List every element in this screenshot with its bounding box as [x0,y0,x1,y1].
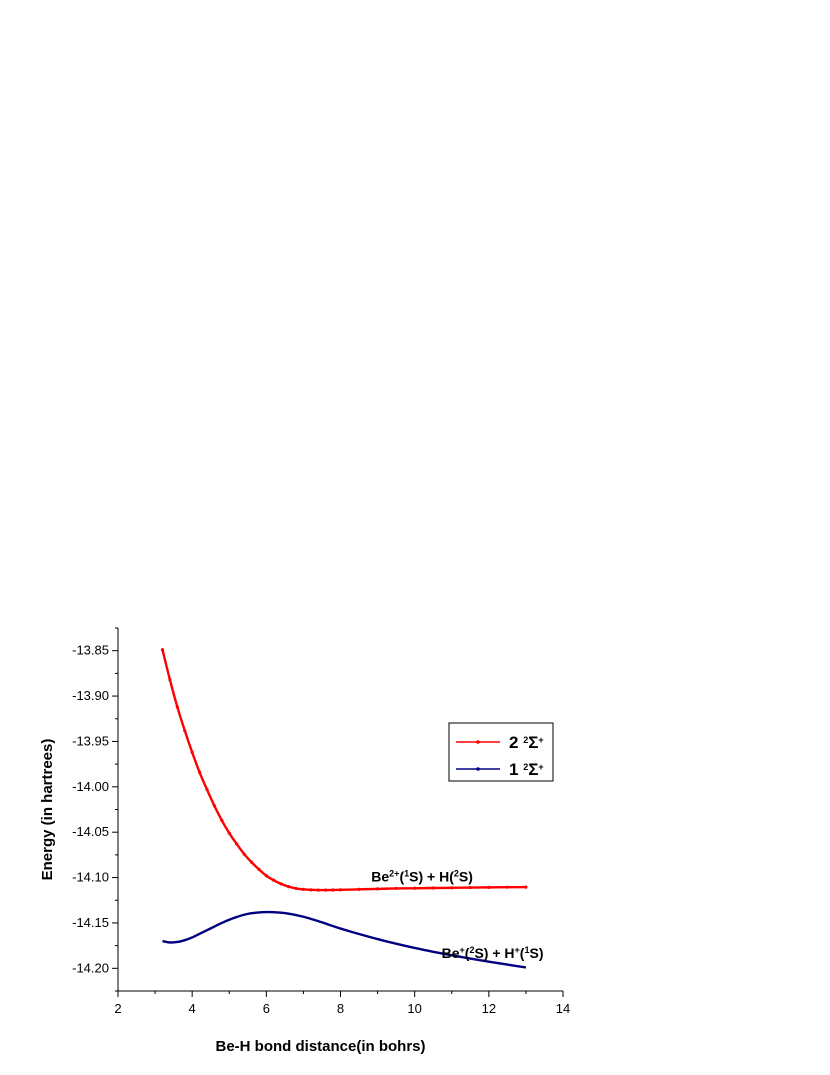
series-point-1 [524,885,528,889]
y-tick-label: -14.20 [72,960,109,975]
upper-asymptote-label: Be2+(1S) + H(2S) [371,869,473,885]
series-point-1 [294,886,298,891]
annotation-layer: Be2+(1S) + H(2S)Be+(2S) + H+(1S) [371,869,543,961]
series-point-1 [413,886,417,890]
annotation-part: ( [465,945,470,961]
series-point-1 [338,888,343,892]
legend-label-part: + [538,762,543,772]
series-point-1 [175,705,179,709]
series-point-1 [212,804,217,808]
legend: 2 2Σ+1 2Σ+ [448,722,554,782]
annotation-part: + [515,945,520,955]
series-point-1 [264,874,268,878]
series-point-1 [160,648,165,652]
series-point-1 [197,770,202,774]
series-point-1 [450,886,454,890]
series-point-1 [279,882,283,886]
x-axis-title: Be-H bond distance(in bohrs) [216,1038,426,1055]
x-tick-label: 8 [337,1001,344,1016]
legend-label-part: 2 [509,733,523,752]
x-tick-label: 6 [263,1001,270,1016]
series-point-1 [168,678,172,682]
annotation-part: 2+ [389,869,399,879]
annotation-part: 1 [404,869,409,879]
x-tick-label: 12 [482,1001,496,1016]
series-point-1 [183,728,187,733]
lower-asymptote-label: Be+(2S) + H+(1S) [442,945,544,961]
y-tick-label: -13.95 [72,733,109,748]
annotation-part: + [460,945,465,955]
series-layer [160,648,528,969]
series-line-2 [162,910,527,969]
legend-label-part: 2 [523,762,528,772]
legend-label-2: 1 2Σ+ [509,760,544,779]
series-point-1 [309,888,313,892]
series-point-1 [286,885,291,889]
series-point-1 [301,887,306,891]
annotation-part: 2 [469,945,474,955]
annotation-part: S) + H [474,945,514,961]
series-point-1 [487,885,491,889]
series-point-1 [431,886,435,890]
series-point-1 [205,787,209,792]
series-point-1 [220,818,224,822]
series-point-1 [331,888,335,892]
series-point-1 [468,885,472,890]
y-tick-label: -14.05 [72,824,109,839]
legend-label-part: + [538,735,543,745]
annotation-part: S) [529,945,543,961]
legend-box [448,722,554,782]
legend-label-part: Σ [528,733,538,752]
legend-label-1: 2 2Σ+ [509,733,544,752]
series-point-1 [357,887,361,891]
annotation-part: S) + H( [409,869,454,885]
series-point-1 [394,886,398,891]
legend-label-part: 1 [509,760,523,779]
legend-label-part: 2 [523,735,528,745]
annotation-part: ( [399,869,404,885]
y-tick-label: -14.15 [72,915,109,930]
series-point-1 [249,860,254,864]
annotation-part: ( [520,945,525,961]
series-point-1 [242,852,246,856]
y-tick-label: -14.10 [72,870,109,885]
y-tick-label: -13.85 [72,643,109,658]
legend-marker-2 [476,767,480,771]
series-point-1 [190,750,194,754]
series-point-1 [316,888,320,892]
series-point-1 [272,878,276,882]
y-tick-label: -14.00 [72,779,109,794]
annotation-part: 1 [524,945,529,955]
series-point-1 [257,867,261,871]
legend-label-part: Σ [528,760,538,779]
annotation-part: Be [371,869,389,885]
x-tick-label: 14 [556,1001,570,1016]
series-point-1 [375,887,380,891]
annotation-part: S) [459,869,473,885]
series-point-1 [505,885,509,889]
series-point-1 [235,842,239,846]
y-axis-title: Energy (in hartrees) [39,739,56,881]
annotation-part: 2 [454,869,459,879]
x-tick-label: 4 [189,1001,196,1016]
y-tick-label: -13.90 [72,688,109,703]
x-tick-label: 2 [114,1001,121,1016]
annotation-part: Be [442,945,460,961]
legend-marker-1 [476,740,480,744]
axes: 2 4 6 8 10 12 14-14.20-14.15-14.10-14.05-14.00… [39,627,570,1055]
series-point-1 [324,888,328,892]
series-point-1 [227,831,231,835]
x-tick-label: 10 [407,1001,421,1016]
